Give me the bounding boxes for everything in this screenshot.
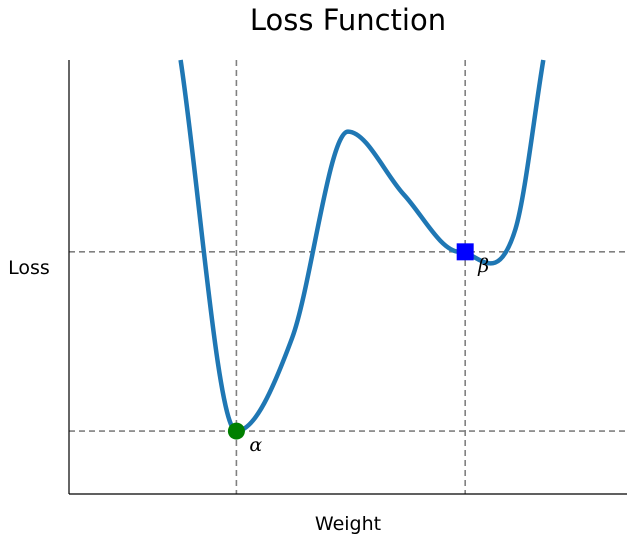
point-label-2: β bbox=[477, 255, 489, 277]
point-markers: αβ bbox=[227, 243, 489, 456]
y-axis-label: Loss bbox=[8, 257, 50, 279]
point-label-1: α bbox=[249, 434, 262, 456]
loss-curve bbox=[178, 59, 546, 434]
x-axis-label: Weight bbox=[315, 513, 381, 535]
reference-lines bbox=[69, 60, 627, 494]
minimum-point-marker-2 bbox=[456, 243, 474, 261]
minimum-point-marker-1 bbox=[227, 422, 245, 440]
chart-title: Loss Function bbox=[250, 3, 446, 37]
